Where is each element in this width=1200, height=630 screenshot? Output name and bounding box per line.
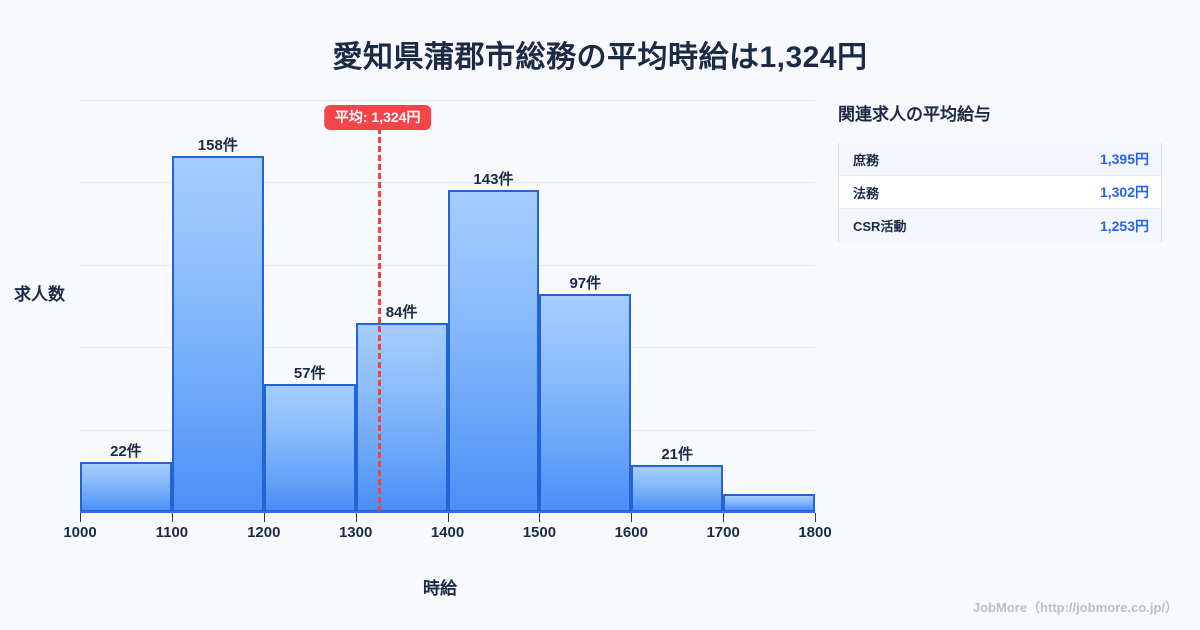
job-category-salary: 1,302円: [1099, 184, 1149, 200]
page-title: 愛知県蒲郡市総務の平均時給は1,324円: [332, 41, 868, 74]
x-axis-tick-label: 1100: [155, 524, 189, 541]
histogram-bar[interactable]: [171, 156, 264, 512]
histogram-bar[interactable]: [723, 494, 815, 512]
bar-value-label: 143件: [473, 171, 514, 189]
x-axis-tick: [815, 513, 816, 522]
plot-area: 22件 158件 57件 84件 143件 97件 21件 平均: 1,324円: [80, 100, 815, 512]
histogram-chart: 求人数 22件 158件 57件 84件 143件 97件 21件 平均: 1,324円 10…: [14, 100, 832, 598]
x-axis-label: 時給: [423, 579, 457, 598]
x-axis-tick-label: 1400: [430, 524, 465, 541]
x-axis-tick: [263, 513, 265, 522]
table-row[interactable]: 法務 1,302円: [839, 176, 1161, 209]
bar-value-label: 158件: [197, 137, 238, 155]
job-category-name: 法務: [853, 185, 880, 201]
table-row[interactable]: 庶務 1,395円: [839, 143, 1161, 176]
watermark: JobMore（http://jobmore.co.jp/）: [972, 600, 1178, 615]
gridline: [80, 182, 815, 183]
job-category-name: 庶務: [853, 152, 880, 168]
job-category-salary: 1,395円: [1099, 151, 1149, 167]
x-axis-tick-label: 1800: [798, 524, 832, 541]
x-axis-tick-label: 1200: [247, 524, 281, 541]
bar-value-label: 84件: [385, 303, 418, 321]
x-axis-tick-label: 1700: [706, 524, 740, 541]
job-category-name: CSR活動: [853, 219, 907, 234]
x-axis-tick: [539, 513, 541, 522]
related-salary-panel: 関連求人の平均給与 庶務 1,395円法務 1,302円 CSR活動 1,253円: [838, 100, 1168, 242]
panel-title: 関連求人の平均給与: [838, 105, 991, 124]
job-category-salary: 1,253円: [1099, 217, 1149, 234]
histogram-bar[interactable]: [539, 293, 632, 512]
x-axis-tick: [80, 513, 81, 522]
bar-value-label: 97件: [569, 274, 602, 292]
bar-value-label: 57件: [293, 364, 326, 382]
related-salary-table: 庶務 1,395円法務 1,302円 CSR活動 1,253円: [838, 143, 1162, 242]
x-axis-tick-label: 1300: [338, 524, 373, 541]
table-row[interactable]: CSR活動 1,253円: [839, 209, 1161, 242]
average-marker-line: [377, 128, 381, 512]
x-axis-tick: [171, 513, 173, 522]
x-axis-tick: [631, 513, 633, 522]
x-axis-tick-label: 1000: [63, 524, 97, 541]
histogram-bar[interactable]: [631, 464, 724, 512]
x-axis-tick: [447, 513, 449, 522]
histogram-bar[interactable]: [263, 383, 356, 512]
x-axis-line: [80, 511, 815, 513]
x-axis-tick: [355, 513, 357, 522]
average-badge: 平均: 1,324円: [323, 105, 432, 130]
histogram-bar[interactable]: [447, 190, 540, 512]
gridline: [80, 100, 815, 101]
y-axis-label: 求人数: [14, 285, 65, 304]
x-axis-tick-label: 1500: [522, 524, 557, 541]
histogram-bar[interactable]: [355, 322, 448, 512]
x-axis-tick: [723, 513, 725, 522]
bar-value-label: 21件: [661, 445, 694, 463]
bar-value-label: 22件: [110, 443, 142, 461]
histogram-bar[interactable]: [80, 462, 172, 512]
x-axis-tick-label: 1600: [614, 524, 648, 541]
